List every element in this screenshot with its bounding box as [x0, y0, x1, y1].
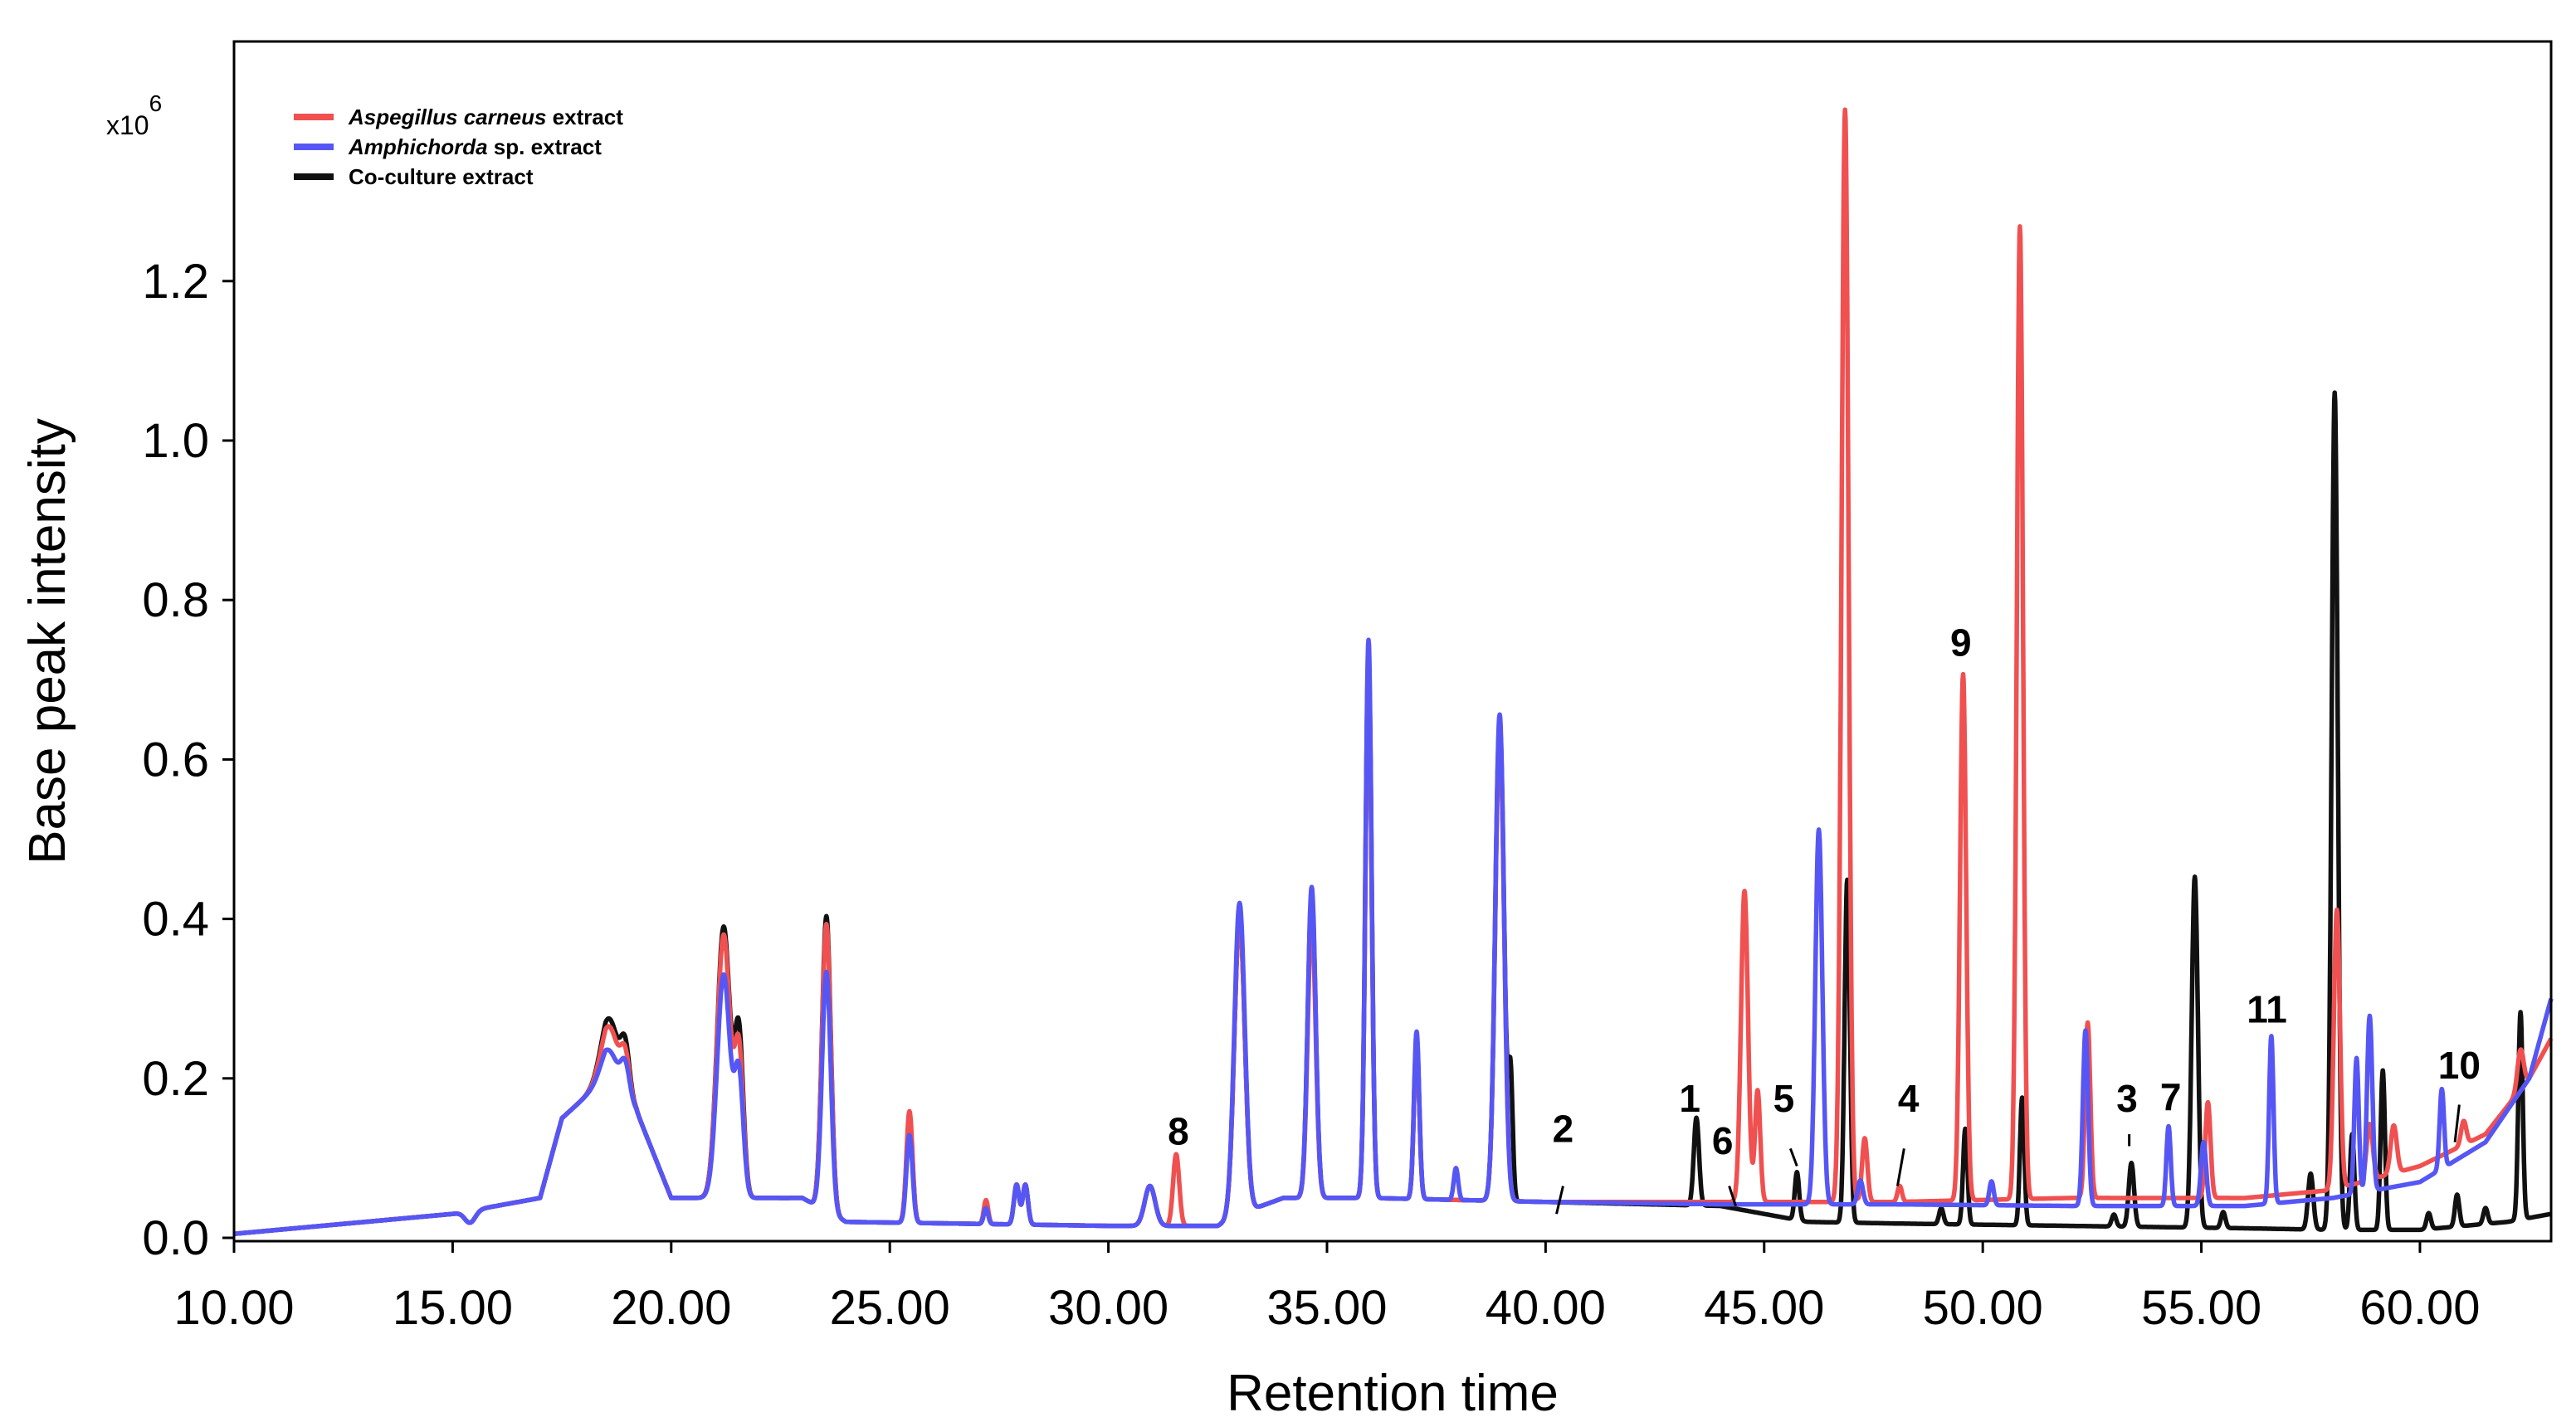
y-axis-ticks: 0.0 0.2 0.4 0.6 0.8 1.0 1.2	[142, 255, 234, 1265]
peak-label-4: 4	[1898, 1077, 1920, 1120]
x-axis-title: Retention time	[1227, 1365, 1559, 1422]
peak-pointer-6	[1728, 1186, 1737, 1207]
series-line-red	[232, 107, 2554, 1236]
x-tick-label: 55.00	[2141, 1281, 2261, 1335]
x-tick-label: 35.00	[1266, 1281, 1387, 1335]
legend-label-black: Co-culture extract	[349, 164, 534, 189]
peak-label-10: 10	[2438, 1044, 2481, 1087]
x-tick-label: 30.00	[1048, 1281, 1168, 1335]
x-tick-label: 20.00	[611, 1281, 731, 1335]
peak-label-11: 11	[2247, 988, 2287, 1031]
y-tick-label: 0.0	[142, 1211, 209, 1265]
legend: Aspegillus carneus extract Amphichorda s…	[294, 105, 623, 189]
peak-pointer-4	[1895, 1148, 1905, 1186]
y-multiplier-exponent: 6	[149, 90, 163, 116]
series-line-blue	[232, 637, 2554, 1236]
series-line-black	[232, 390, 2554, 1236]
x-tick-label: 40.00	[1486, 1281, 1606, 1335]
plot-frame	[232, 40, 2553, 1243]
x-tick-label: 15.00	[393, 1281, 513, 1335]
x-axis-ticks: 10.00 15.00 20.00 25.00 30.00 35.00 40.00 45.00…	[173, 1241, 2481, 1335]
y-tick-label: 1.0	[142, 414, 209, 468]
peak-label-9: 9	[1950, 621, 1972, 664]
peak-pointer-2	[1555, 1186, 1564, 1215]
y-tick-label: 0.4	[142, 893, 209, 947]
y-multiplier: x106	[106, 90, 162, 140]
peak-pointer-10	[2453, 1104, 2461, 1142]
legend-label-red: Aspegillus carneus extract	[348, 105, 623, 129]
legend-label-blue: Amphichorda sp. extract	[348, 134, 602, 159]
x-tick-label: 60.00	[2359, 1281, 2480, 1335]
peak-label-2: 2	[1553, 1108, 1574, 1151]
y-tick-label: 0.6	[142, 733, 209, 787]
y-tick-label: 1.2	[142, 255, 209, 309]
y-tick-label: 0.8	[142, 573, 209, 627]
x-tick-label: 50.00	[1923, 1281, 2043, 1335]
peak-label-8: 8	[1168, 1110, 1189, 1153]
x-tick-label: 45.00	[1704, 1281, 1824, 1335]
peak-label-6: 6	[1712, 1119, 1734, 1162]
y-tick-label: 0.2	[142, 1052, 209, 1106]
x-tick-label: 10.00	[173, 1281, 294, 1335]
peak-pointer-5	[1788, 1147, 1798, 1167]
peak-label-7: 7	[2160, 1075, 2182, 1118]
plot-lines	[232, 107, 2554, 1236]
peak-label-5: 5	[1773, 1077, 1795, 1120]
y-axis-title: Base peak intensity	[19, 418, 76, 864]
y-multiplier-prefix: x10	[106, 110, 149, 140]
peak-label-3: 3	[2116, 1077, 2138, 1120]
peak-annotations: 8 2 165 4 9 3 7 11 10	[1168, 621, 2481, 1215]
peak-label-1: 1	[1679, 1077, 1700, 1120]
x-tick-label: 25.00	[830, 1281, 950, 1335]
